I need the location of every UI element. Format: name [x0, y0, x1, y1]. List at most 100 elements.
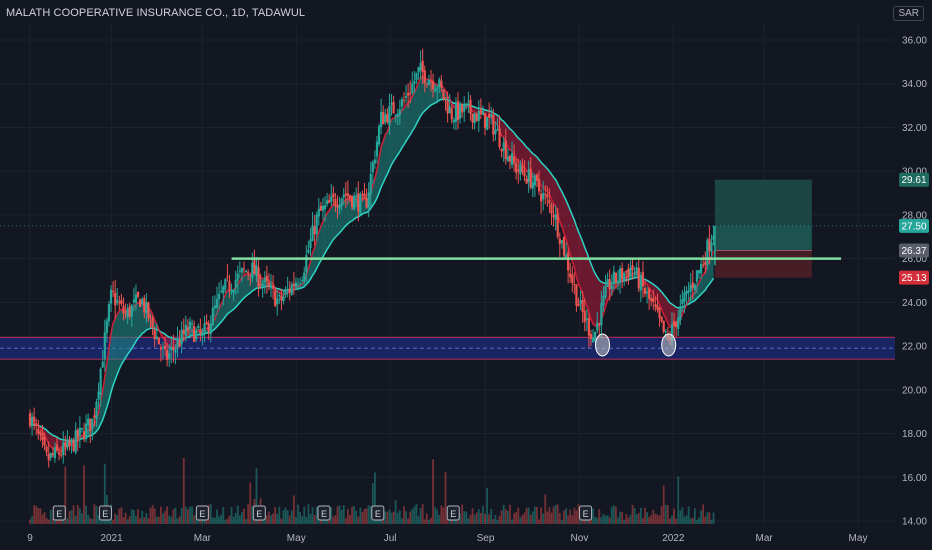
volume-bar	[120, 507, 123, 524]
band-segment	[551, 174, 554, 204]
candle-body	[89, 418, 92, 432]
volume-bar	[78, 508, 81, 524]
volume-bar	[130, 509, 133, 524]
volume-bar	[482, 505, 484, 524]
volume-bar	[153, 508, 156, 524]
band-segment	[171, 337, 174, 348]
volume-bar	[116, 514, 119, 524]
candle-body	[107, 304, 111, 322]
candle-body	[114, 292, 117, 306]
candle-body	[161, 347, 165, 349]
volume-bar	[506, 510, 509, 524]
candle-body	[479, 109, 482, 114]
candle-body	[78, 427, 81, 437]
currency-badge[interactable]: SAR	[893, 6, 924, 21]
volume-bar	[548, 507, 551, 524]
candle-body	[367, 192, 370, 209]
band-segment	[337, 205, 340, 236]
volume-bar	[70, 510, 73, 524]
candle-body	[234, 280, 237, 288]
earnings-marker-box	[579, 505, 593, 521]
volume-bar	[513, 513, 516, 524]
candle-body	[650, 298, 653, 302]
candle-body	[550, 204, 553, 214]
candle-body	[346, 193, 349, 197]
volume-bar	[417, 515, 420, 524]
band-segment	[578, 231, 581, 289]
candle-body	[340, 198, 343, 207]
candle-body	[332, 193, 335, 198]
candle-body	[126, 308, 129, 318]
volume-bar	[224, 519, 227, 524]
earnings-marker[interactable]: E	[98, 505, 112, 521]
volume-bar	[91, 518, 94, 524]
candle-body	[315, 214, 318, 235]
volume-bar	[438, 515, 441, 524]
price-tag-stop: 25.13	[899, 270, 929, 285]
volume-bar	[704, 516, 707, 524]
earnings-marker[interactable]: E	[252, 505, 266, 521]
candle-body	[357, 193, 360, 212]
volume-bar	[642, 518, 644, 524]
y-tick-label: 16.00	[902, 473, 927, 484]
volume-bar	[249, 482, 252, 524]
band-segment	[115, 313, 118, 380]
candle-body	[207, 323, 210, 333]
candle-body	[76, 429, 79, 439]
volume-bar	[76, 504, 79, 524]
volume-bar	[407, 518, 410, 524]
volume-bar	[43, 512, 46, 524]
volume-bar	[299, 512, 302, 524]
candle-body	[190, 323, 194, 325]
volume-bar	[164, 511, 166, 524]
candle-body	[697, 270, 701, 274]
volume-bar	[432, 459, 434, 524]
band-segment	[549, 171, 552, 200]
y-tick-label: 28.00	[902, 210, 927, 221]
candle-body	[546, 194, 549, 198]
chart-title: MALATH COOPERATIVE INSURANCE CO., 1D, TA…	[6, 7, 306, 19]
volume-bar	[488, 514, 491, 524]
volume-bar	[673, 508, 675, 524]
earnings-marker[interactable]: E	[52, 505, 66, 521]
price-tag-label: 29.61	[901, 175, 926, 186]
band-segment	[320, 221, 323, 261]
candle-body	[567, 252, 570, 271]
volume-bar	[648, 516, 651, 524]
volume-bar	[159, 506, 162, 524]
candle-body	[294, 282, 298, 288]
volume-bar	[93, 504, 96, 524]
candle-body	[488, 114, 491, 118]
band-segment	[406, 102, 409, 142]
volume-bar	[552, 506, 555, 524]
candle-body	[552, 214, 555, 218]
candle-body	[350, 196, 354, 208]
band-segment	[121, 309, 124, 365]
volume-bar	[550, 512, 553, 524]
candle-body	[419, 63, 422, 71]
candle-body	[631, 264, 634, 271]
earnings-marker[interactable]: E	[446, 505, 460, 521]
x-tick-label: Nov	[571, 533, 589, 544]
candle-body	[145, 302, 148, 313]
volume-bar	[35, 505, 38, 524]
candle-body	[537, 179, 541, 192]
candle-body	[101, 361, 104, 368]
time-axis[interactable]: 9 2021 Mar May Jul Sep Nov 2022 Mar May	[0, 528, 932, 550]
candle-body	[344, 193, 347, 196]
earnings-marker[interactable]: E	[195, 505, 209, 521]
band-segment	[439, 83, 442, 101]
candle-body	[170, 346, 173, 351]
volume-bar	[390, 512, 393, 524]
earnings-marker[interactable]: E	[579, 505, 593, 521]
volume-bar	[388, 509, 391, 524]
band-segment	[418, 77, 421, 120]
candle-body	[369, 173, 372, 195]
candle-body	[70, 439, 73, 443]
earnings-marker[interactable]: E	[317, 505, 331, 521]
volume-bar	[479, 512, 482, 524]
earnings-marker[interactable]: E	[371, 505, 385, 521]
candle-body	[215, 298, 219, 309]
